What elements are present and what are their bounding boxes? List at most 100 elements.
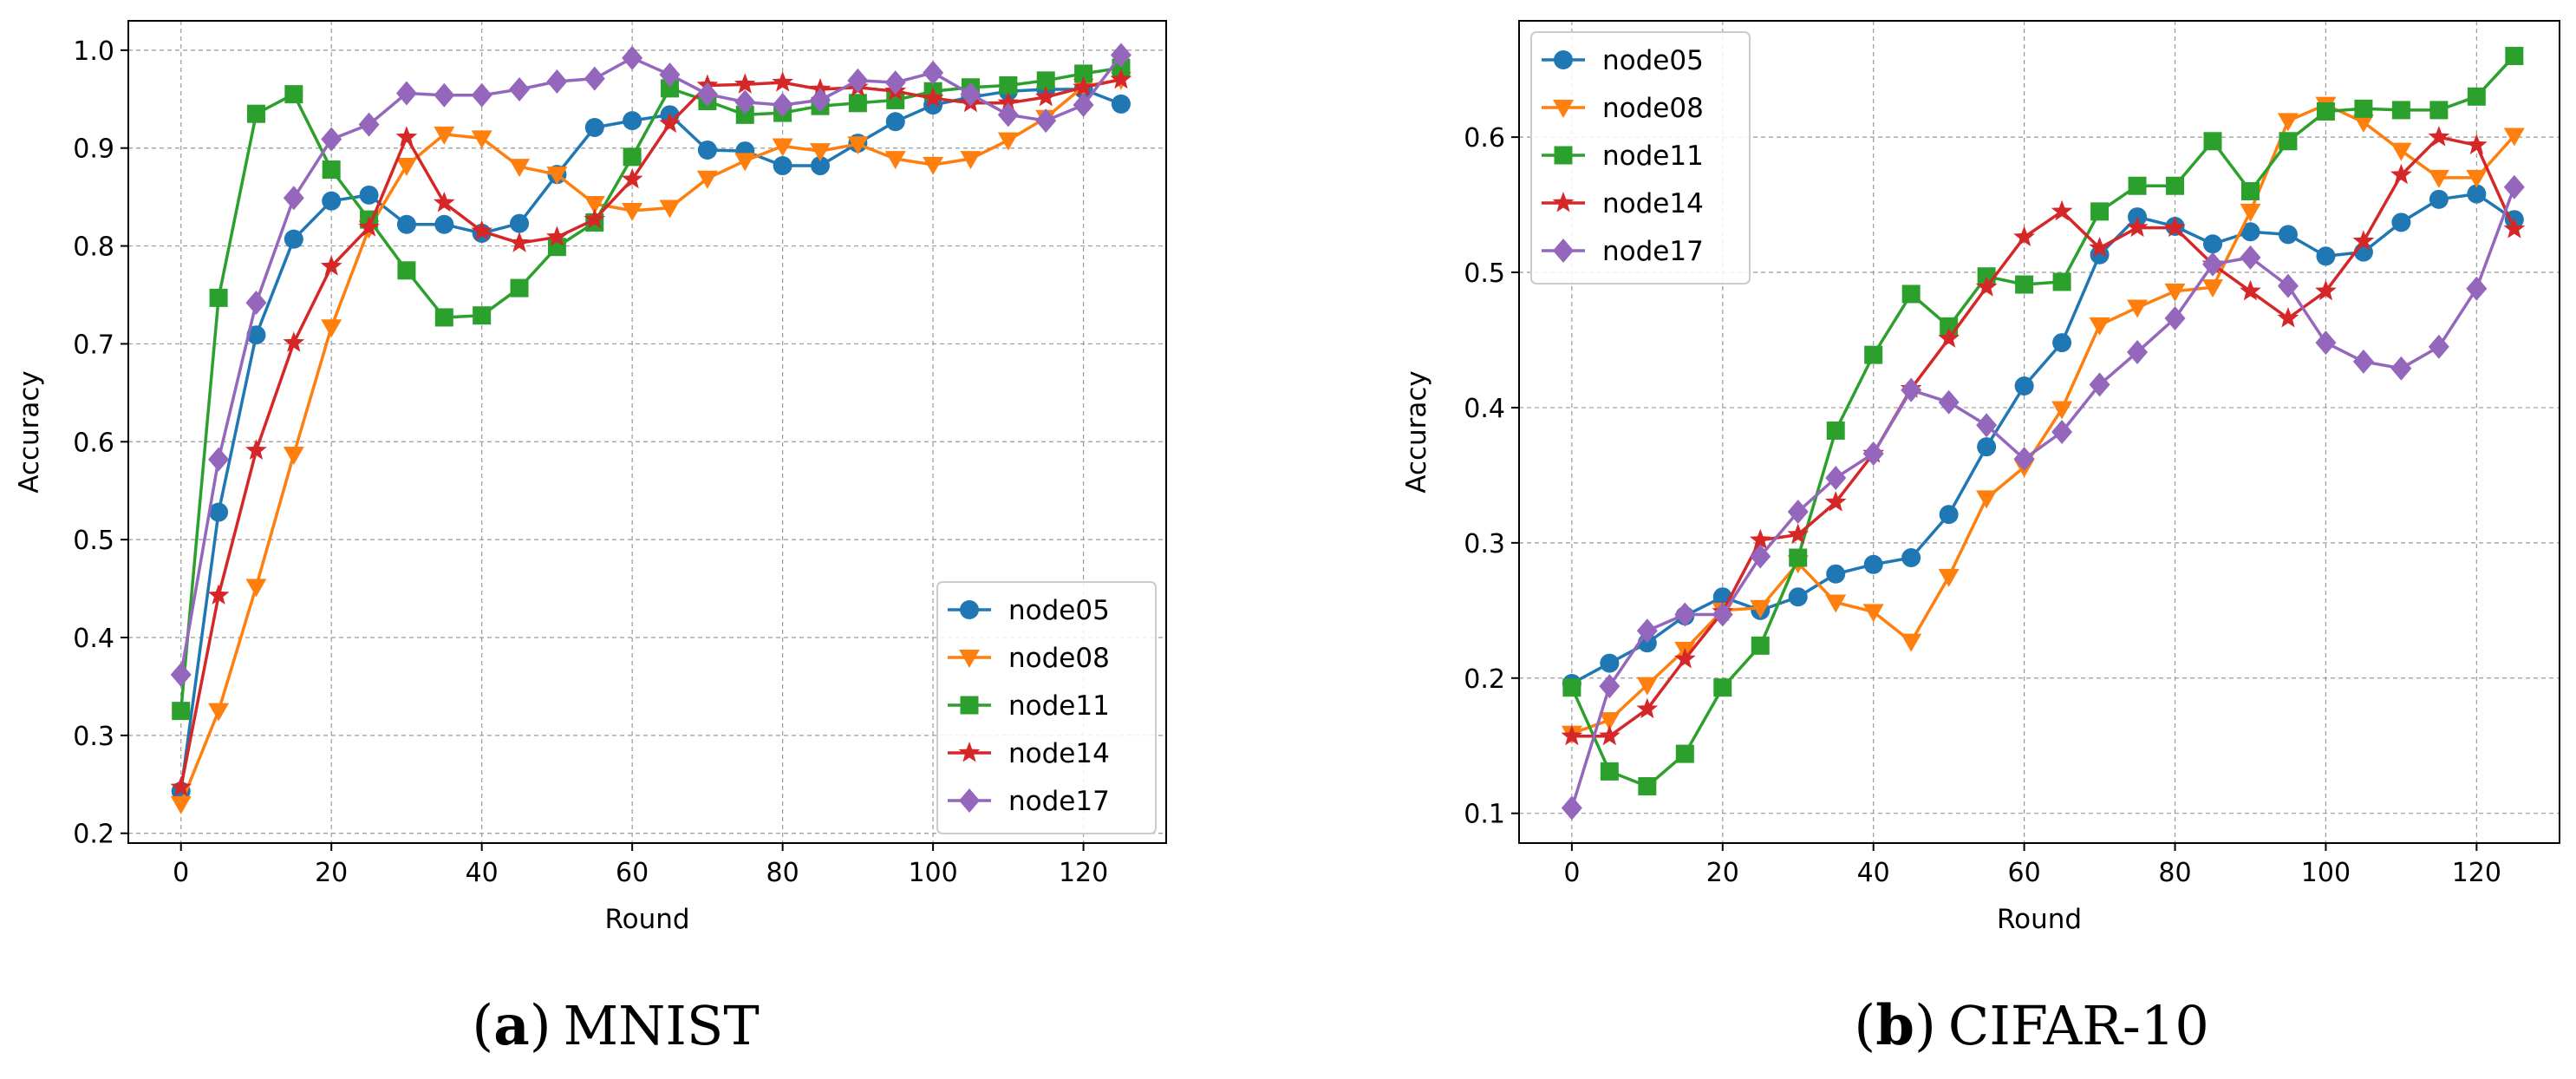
legend-label: node14 (1008, 738, 1110, 769)
data-point-node17 (2277, 273, 2299, 298)
data-point-node05 (1901, 548, 1921, 568)
data-point-node08 (1938, 568, 1960, 587)
data-point-node08 (2240, 203, 2261, 222)
legend-box (1530, 31, 1751, 284)
y-tick-label: 0.6 (73, 428, 114, 458)
legend-label: node08 (1008, 643, 1110, 674)
data-point-node11 (1751, 636, 1770, 655)
data-point-node08 (923, 156, 944, 175)
data-point-node08 (245, 579, 267, 598)
data-point-node11 (1638, 777, 1657, 796)
data-point-node11 (246, 104, 265, 123)
data-point-node05 (1788, 587, 1808, 607)
data-point-node11 (1901, 284, 1921, 304)
x-axis-label: Round (1997, 904, 2082, 935)
caption: (b) CIFAR-10 (1854, 993, 2209, 1058)
legend-label: node14 (1602, 188, 1704, 219)
data-point-node08 (2390, 142, 2412, 161)
data-point-node14 (358, 216, 380, 237)
data-point-node08 (810, 143, 831, 162)
data-point-node14 (1073, 75, 1094, 97)
x-tick-label: 20 (1706, 858, 1739, 888)
data-point-node17 (1901, 377, 1922, 402)
data-point-node08 (509, 159, 531, 178)
x-tick-label: 0 (1563, 858, 1580, 888)
data-point-node14 (1110, 68, 1132, 89)
data-point-node14 (471, 219, 492, 241)
data-point-node17 (2428, 334, 2449, 359)
data-point-node14 (245, 439, 267, 460)
data-point-node11 (510, 278, 529, 298)
data-point-node14 (1749, 528, 1771, 550)
x-tick-label: 0 (173, 858, 189, 888)
data-point-node05 (2467, 184, 2487, 204)
data-point-node05 (811, 156, 830, 176)
data-point-node08 (208, 703, 230, 722)
data-point-node17 (283, 186, 304, 211)
data-point-node05 (2391, 213, 2411, 232)
data-point-node05 (246, 325, 266, 345)
data-point-node14 (508, 232, 531, 252)
series-layer (170, 43, 1132, 814)
data-point-node11 (1036, 71, 1055, 90)
data-point-node11 (2279, 132, 2298, 151)
data-point-node17 (810, 88, 831, 113)
data-point-node14 (1561, 724, 1583, 746)
data-point-node14 (1787, 523, 1810, 544)
data-point-node11 (284, 85, 303, 104)
data-point-node17 (321, 127, 342, 152)
caption-close-paren: ) (530, 994, 551, 1058)
mnist-chart: 0 20 40 60 80 100 120 0.2 0.3 0.4 0.5 0.6 0.7 0.8 0.9 1… (14, 20, 1167, 1058)
x-tick-label: 40 (1857, 858, 1890, 888)
data-point-node17 (1862, 441, 1884, 466)
tick-layer: 0 20 40 60 80 100 120 0.1 0.2 0.3 0.4 0.5 0.6 (1464, 123, 2501, 888)
caption-open-paren: ( (1854, 994, 1875, 1058)
data-point-node05 (209, 502, 229, 522)
data-point-node14 (2466, 134, 2488, 154)
data-point-node08 (2277, 113, 2299, 132)
data-point-node11 (397, 261, 416, 280)
caption-title: MNIST (564, 994, 760, 1057)
data-point-node08 (2089, 317, 2110, 336)
legend-item-node05: node05 (948, 595, 1110, 626)
data-point-node08 (471, 130, 492, 149)
data-point-node05 (1977, 437, 1997, 457)
data-point-node11 (735, 105, 754, 124)
data-point-node11 (2240, 181, 2260, 200)
data-point-node11 (434, 308, 453, 327)
data-point-node05 (885, 112, 905, 132)
data-point-node11 (2354, 99, 2373, 118)
legend-label: node05 (1008, 595, 1110, 626)
data-point-node11 (1789, 548, 1808, 567)
data-point-node17 (1073, 93, 1094, 118)
data-point-node05 (510, 213, 530, 233)
data-point-node17 (1938, 389, 1960, 415)
legend-marker-node05 (1554, 50, 1573, 69)
data-point-node11 (209, 288, 228, 307)
data-point-node11 (2391, 101, 2410, 120)
data-point-node14 (2164, 216, 2186, 238)
data-point-node05 (2052, 333, 2072, 353)
data-point-node08 (434, 126, 455, 145)
y-tick-label: 0.7 (73, 330, 114, 360)
data-point-node08 (283, 446, 304, 465)
legend-label: node05 (1602, 45, 1704, 76)
y-tick-label: 1.0 (73, 36, 114, 67)
data-point-node14 (2051, 199, 2073, 221)
data-point-node14 (1975, 276, 1998, 297)
data-point-node11 (473, 306, 492, 325)
data-point-node17 (2051, 420, 2073, 444)
data-point-node11 (2052, 272, 2071, 291)
data-point-node17 (847, 68, 869, 93)
data-point-node05 (623, 111, 642, 131)
data-point-node11 (172, 702, 191, 721)
legend-item-node17: node17 (1542, 236, 1704, 267)
legend-marker-node14 (958, 742, 981, 762)
data-point-node05 (2240, 222, 2260, 242)
grid-layer (128, 21, 1166, 843)
data-point-node14 (997, 91, 1020, 113)
data-point-node11 (2505, 47, 2524, 66)
data-point-node08 (960, 151, 981, 170)
data-point-node05 (2429, 189, 2449, 209)
